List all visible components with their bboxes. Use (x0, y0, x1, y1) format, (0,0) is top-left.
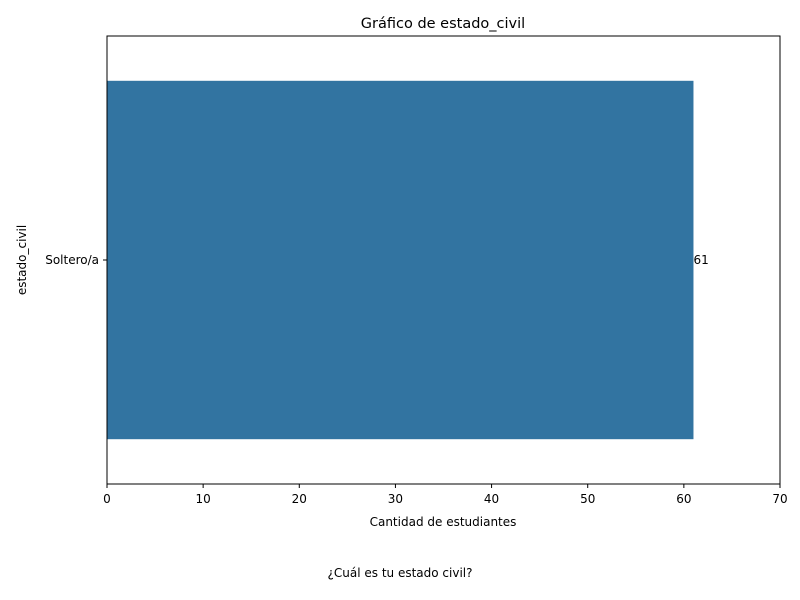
chart-caption: ¿Cuál es tu estado civil? (327, 566, 473, 580)
x-tick-label: 50 (580, 492, 595, 506)
bar (107, 80, 694, 440)
y-axis-label: estado_civil (15, 225, 29, 295)
bar-value-label: 61 (693, 253, 708, 267)
x-tick-label: 20 (292, 492, 307, 506)
x-tick-label: 40 (484, 492, 499, 506)
x-tick-label: 70 (772, 492, 787, 506)
chart-title: Gráfico de estado_civil (361, 16, 525, 32)
x-tick-label: 10 (196, 492, 211, 506)
y-tick-label: Soltero/a (45, 253, 99, 267)
y-axis-ticks: Soltero/a (45, 253, 107, 267)
x-tick-label: 60 (676, 492, 691, 506)
x-axis-label: Cantidad de estudiantes (370, 515, 517, 529)
bars-group: 61 (107, 80, 709, 440)
x-tick-label: 0 (103, 492, 111, 506)
x-tick-label: 30 (388, 492, 403, 506)
x-axis-ticks: 0 10 20 30 40 50 60 70 (103, 484, 788, 506)
